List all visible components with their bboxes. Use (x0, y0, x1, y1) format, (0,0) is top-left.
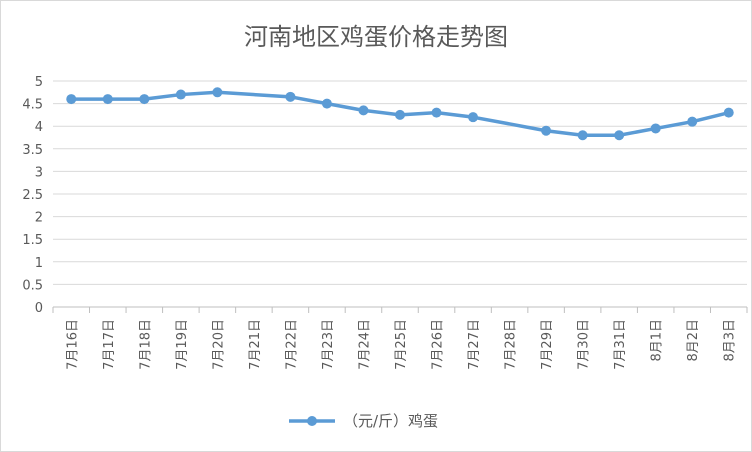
y-tick-label: 0 (35, 301, 43, 316)
x-tick-label: 8月2日 (686, 319, 701, 362)
x-axis: 7月16日 7月17日 7月18日 7月19日 7月20日 7月21日 7月22日 7月23日… (52, 307, 748, 370)
x-tick-label: 7月25日 (394, 319, 409, 370)
x-tick-label: 7月27日 (467, 319, 482, 370)
x-tick-label: 7月18日 (138, 319, 153, 370)
data-point (395, 109, 405, 120)
x-tick-label: 7月23日 (321, 319, 336, 370)
series-layer (66, 87, 734, 141)
gridlines (53, 80, 747, 308)
data-point (102, 94, 113, 105)
data-point (650, 123, 661, 134)
x-tick-label: 7月24日 (357, 319, 372, 370)
data-point (577, 130, 588, 141)
data-point (358, 105, 369, 116)
legend: （元/斤）鸡蛋 (289, 412, 438, 430)
data-point (321, 98, 332, 109)
y-tick-label: 0.5 (22, 278, 43, 293)
data-point (723, 107, 734, 118)
data-point (468, 112, 479, 123)
data-point (139, 94, 150, 105)
x-tick-label: 7月29日 (540, 319, 555, 370)
y-tick-label: 2.5 (22, 188, 43, 203)
y-tick-label: 3 (35, 165, 43, 180)
x-tick-label: 7月28日 (504, 319, 519, 370)
data-point (175, 89, 186, 100)
chart-title: 河南地区鸡蛋价格走势图 (244, 23, 508, 51)
data-point (687, 116, 698, 127)
data-point (541, 125, 552, 136)
y-tick-label: 3.5 (22, 143, 43, 158)
y-tick-label: 5 (35, 75, 43, 90)
data-point (431, 107, 442, 118)
x-tick-label: 7月19日 (175, 319, 190, 370)
legend-swatch-marker (307, 416, 317, 426)
x-tick-label: 7月16日 (65, 319, 80, 370)
x-tick-label: 7月17日 (102, 319, 117, 370)
x-tick-label: 8月3日 (723, 319, 738, 362)
y-tick-label: 2 (35, 211, 43, 226)
y-tick-label: 4 (35, 120, 43, 135)
y-axis: 0 0.5 1 1.5 2 2.5 3 3.5 4 4.5 5 (22, 75, 43, 316)
y-tick-label: 1 (35, 256, 43, 271)
x-tick-label: 7月20日 (211, 319, 226, 370)
x-tick-label: 8月1日 (650, 319, 665, 362)
x-tick-label: 7月30日 (577, 319, 592, 370)
x-tick-label: 7月31日 (613, 319, 628, 370)
y-tick-label: 1.5 (22, 233, 43, 248)
data-point (212, 87, 223, 98)
x-tick-label: 7月22日 (284, 319, 299, 370)
x-tick-label: 7月21日 (248, 319, 263, 370)
y-tick-label: 4.5 (22, 98, 43, 113)
data-point (614, 130, 625, 141)
data-point (285, 91, 296, 102)
data-point (66, 94, 77, 105)
x-tick-label: 7月26日 (431, 319, 446, 370)
legend-label: （元/斤）鸡蛋 (343, 412, 438, 430)
